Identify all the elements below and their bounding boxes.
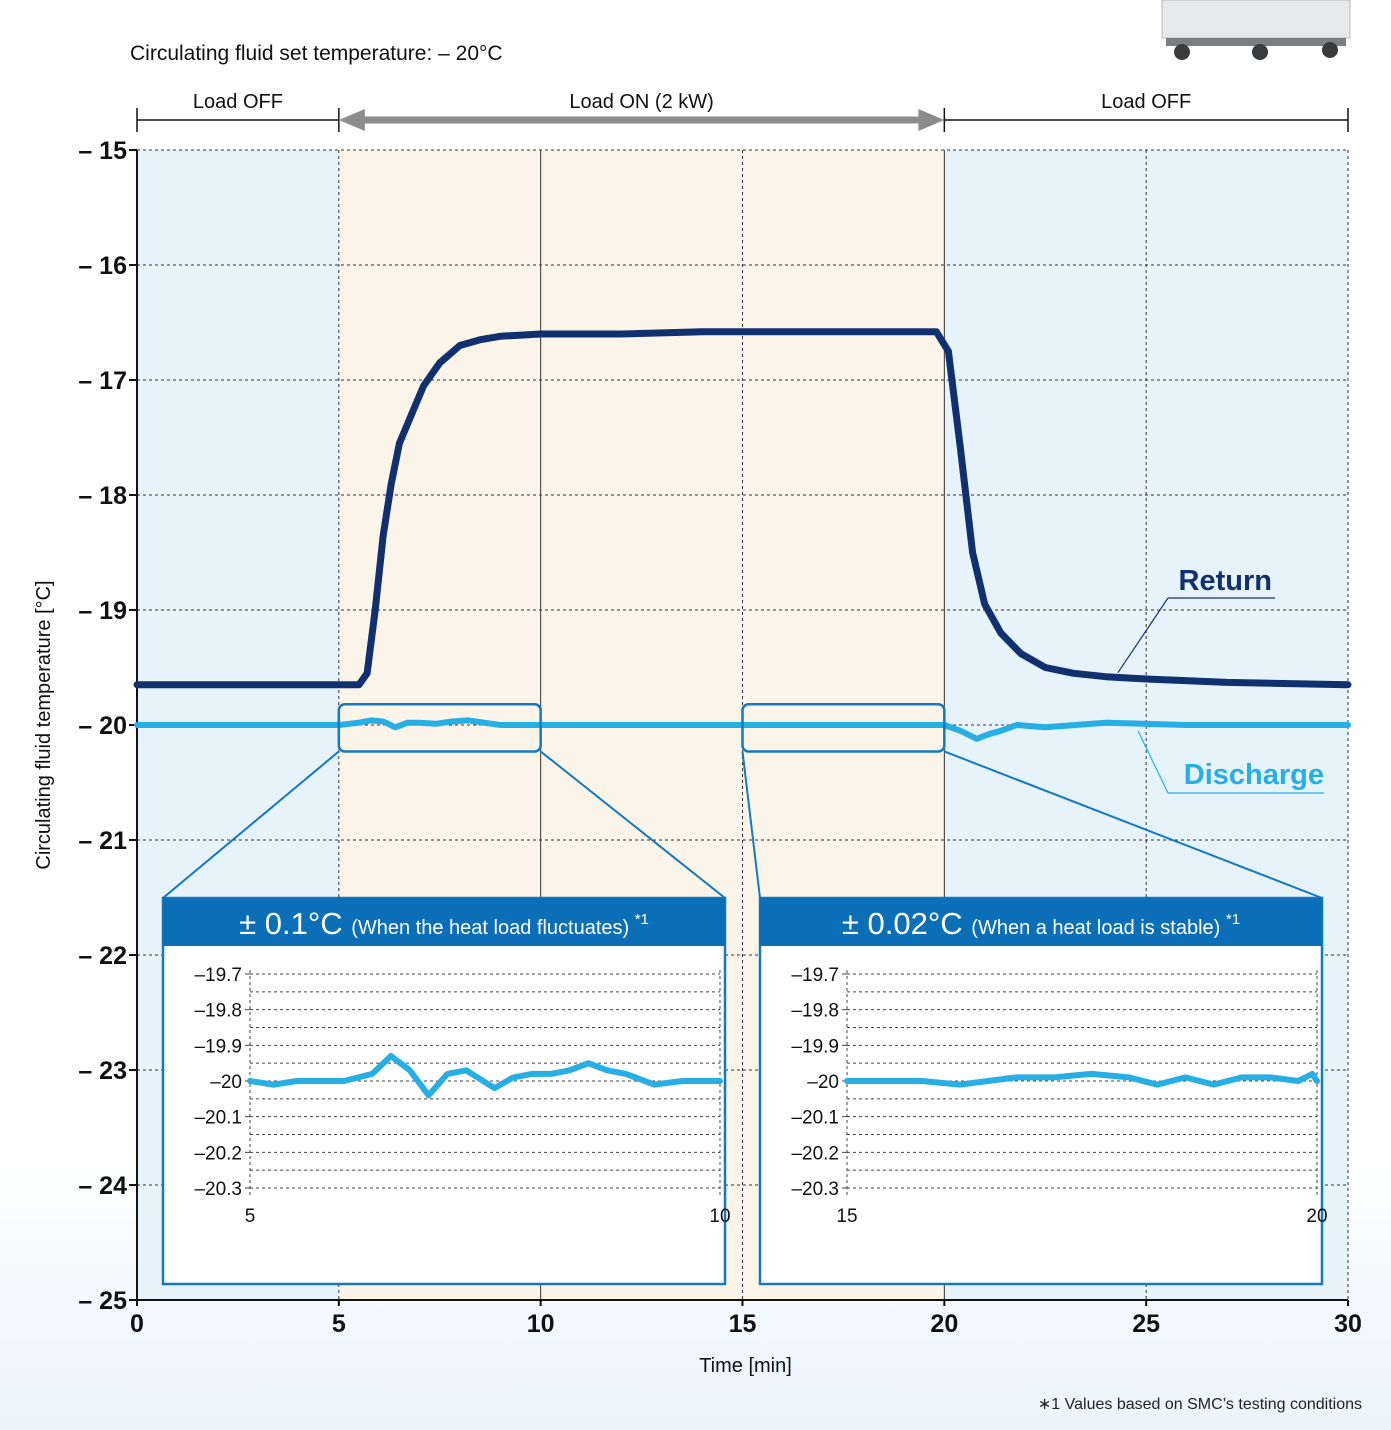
product-photo [1161,0,1351,60]
phase-background-1 [338,150,945,1300]
inset-y-tick-label: –19.9 [194,1036,242,1057]
inset-x-tick-label: 10 [709,1206,730,1227]
phase-label-1: Load ON (2 kW) [569,91,713,113]
inset-y-tick-label: –20 [210,1072,242,1093]
zoom-region-0 [337,703,542,753]
x-tick-label: 10 [527,1310,555,1338]
y-tick-label: – 22 [78,942,127,970]
inset-x-tick-label: 5 [245,1206,256,1227]
y-tick-label: – 18 [78,482,127,510]
inset-title-1: ± 0.02°C (When a heat load is stable) *1 [842,906,1240,941]
discharge-series-line [134,717,1351,742]
inset-series-line-1 [844,1070,1320,1088]
inset-y-tick-label: –20.1 [194,1108,242,1129]
phase-label-2: Load OFF [1101,91,1191,113]
x-tick-label: 5 [332,1310,346,1338]
load-on-arrowhead-left [338,109,365,131]
x-tick-label: 20 [930,1310,958,1338]
inset-series-line-0 [247,1053,723,1099]
zoom-connector [162,750,340,899]
zoom-connector [741,751,761,899]
inset-y-tick-label: –20.2 [791,1143,839,1164]
inset-y-tick-label: –19.8 [194,1001,242,1022]
phase-background-2 [944,150,1348,1300]
return-series-label: Return [1179,565,1272,597]
zoom-connector [943,750,1323,899]
inset-x-tick-label: 20 [1306,1206,1327,1227]
inset-y-tick-label: –20.3 [194,1179,242,1200]
zoom-region-1 [741,703,946,753]
y-tick-label: – 25 [78,1287,127,1315]
x-tick-label: 30 [1334,1310,1362,1338]
inset-header-0 [163,898,725,946]
x-tick-label: 0 [130,1310,144,1338]
discharge-leader-line [1137,730,1169,794]
inset-panel-0 [161,896,727,1286]
y-tick-label: – 19 [78,597,127,625]
y-tick-label: – 15 [78,137,127,165]
inset-y-tick-label: –19.8 [791,1001,839,1022]
y-axis-label: Circulating fluid temperature [°C] [33,580,55,869]
footnote: ∗1 Values based on SMC’s testing conditi… [1037,1396,1362,1413]
y-tick-label: – 21 [78,827,127,855]
y-tick-label: – 24 [78,1172,127,1200]
set-temperature-label: Circulating fluid set temperature: – 20°… [130,42,503,65]
x-axis-label: Time [min] [699,1355,792,1377]
y-tick-label: – 16 [78,252,127,280]
inset-y-tick-label: –19.7 [194,965,242,986]
inset-y-tick-label: –20.3 [791,1179,839,1200]
y-tick-label: – 23 [78,1057,127,1085]
x-tick-label: 15 [729,1310,757,1338]
inset-y-tick-label: –19.9 [791,1036,839,1057]
y-tick-label: – 20 [78,712,127,740]
inset-x-tick-label: 15 [836,1206,857,1227]
x-tick-label: 25 [1132,1310,1160,1338]
discharge-series-label: Discharge [1184,759,1324,791]
zoom-connector [540,750,726,899]
phase-label-0: Load OFF [193,91,283,113]
inset-panel-1 [758,896,1324,1286]
inset-y-tick-label: –20.1 [791,1108,839,1129]
load-on-arrowhead-right [918,109,945,131]
y-tick-label: – 17 [78,367,127,395]
inset-y-tick-label: –20 [807,1072,839,1093]
return-series-line [133,328,1352,689]
phase-background-0 [137,150,339,1300]
inset-header-1 [760,898,1322,946]
inset-y-tick-label: –19.7 [791,965,839,986]
inset-y-tick-label: –20.2 [194,1143,242,1164]
return-leader-line [1117,597,1169,674]
inset-title-0: ± 0.1°C (When the heat load fluctuates) … [239,906,649,941]
